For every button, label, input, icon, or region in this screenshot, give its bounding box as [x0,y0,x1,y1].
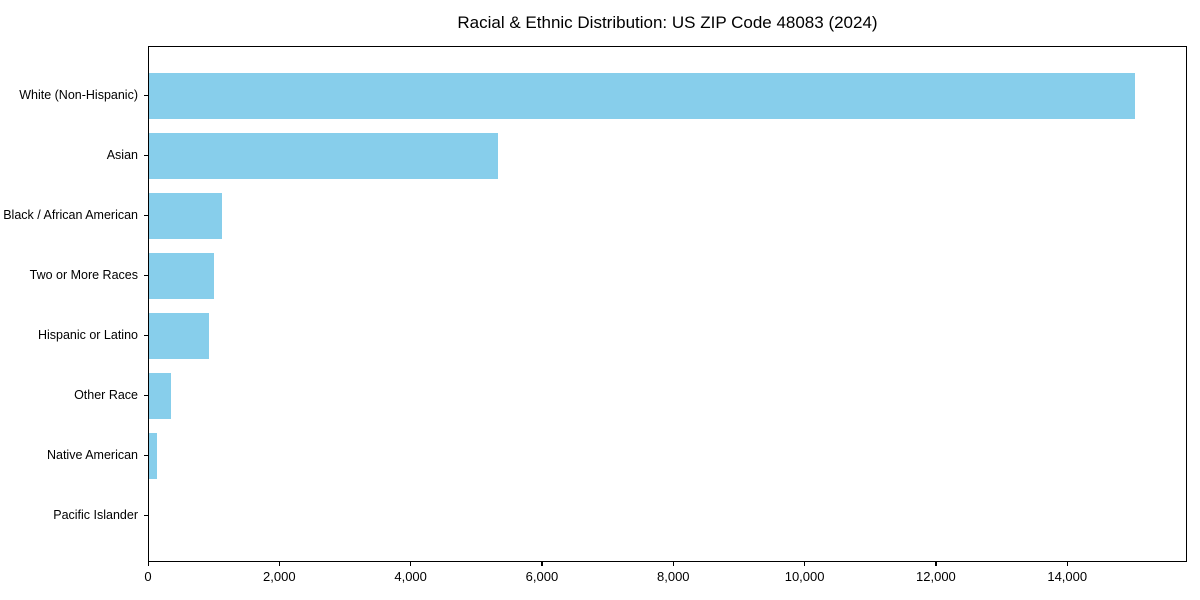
category-label: Two or More Races [29,268,138,282]
category-label: Hispanic or Latino [37,328,138,342]
chart-title: Racial & Ethnic Distribution: US ZIP Cod… [457,13,878,32]
x-tick-mark [672,562,674,566]
bar [149,133,498,179]
x-tick-label: 8,000 [656,569,690,584]
bar [149,433,157,479]
x-tick-mark [1066,562,1068,566]
x-tick-label: 6,000 [525,569,559,584]
category-label: White (Non-Hispanic) [19,88,138,102]
x-tick-mark [147,562,149,566]
plot-area [148,46,1187,562]
category-label: Black / African American [3,208,138,222]
x-tick-label: 0 [144,569,152,584]
x-tick-mark [804,562,806,566]
x-tick-mark [541,562,543,566]
bar [149,373,171,419]
bar [149,73,1136,119]
category-label: Native American [46,448,138,462]
x-tick-label: 4,000 [394,569,427,584]
x-tick-label: 12,000 [916,569,956,584]
x-tick-mark [410,562,412,566]
x-tick-label: 2,000 [263,569,296,584]
x-tick-label: 14,000 [1047,569,1088,584]
x-tick-mark [278,562,280,566]
x-tick-mark [935,562,937,566]
bar [149,313,209,359]
category-label: Asian [106,148,138,162]
bar [149,193,222,239]
x-tick-label: 10,000 [784,569,825,584]
bar [149,253,214,299]
category-label: Other Race [74,388,138,402]
category-label: Pacific Islander [53,508,138,522]
